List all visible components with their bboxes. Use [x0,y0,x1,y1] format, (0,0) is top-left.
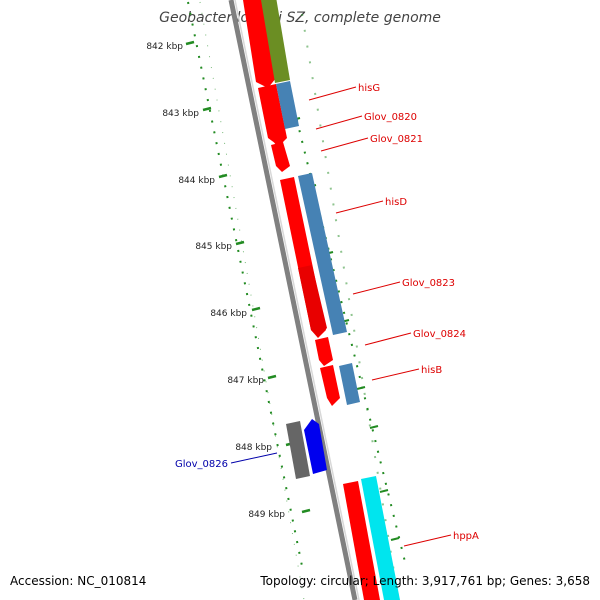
tick-847 [267,374,277,380]
other-tracks [261,0,400,600]
gene-label-hppA[interactable]: hppA [453,531,479,542]
gene-labels: hisG Glov_0820 Glov_0821 hisD Glov_0823 … [175,83,479,542]
gene-glov0826-feature[interactable] [304,419,327,474]
tick-844 [218,173,228,179]
tick-label: 846 kbp [210,309,247,319]
tick-843 [202,106,212,112]
tick-label: 843 kbp [162,109,199,119]
tick-label: 844 kbp [178,176,215,186]
blast-feature [276,81,299,129]
cyan-feature [361,476,400,600]
gene-glov0824-feature[interactable] [315,337,333,366]
olive-feature [261,0,290,83]
map-title: Geobacter lovleyi SZ, complete genome [159,10,441,26]
tick-label: 848 kbp [235,443,272,453]
gene-label-glov0820[interactable]: Glov_0820 [364,112,417,123]
guide-tracks [187,1,407,600]
gene-glov0823-feature[interactable] [298,265,327,337]
tick-labels: 842 kbp 843 kbp 844 kbp 845 kbp 846 kbp … [146,42,285,520]
tick-label: 847 kbp [227,376,264,386]
gene-label-hisB[interactable]: hisB [421,365,442,376]
gene-hisG-feature[interactable] [243,0,276,88]
pseudo-gene-feature [286,421,310,479]
outer-tick [356,386,366,390]
tick-845 [235,240,245,246]
leader-glov0821 [320,137,369,152]
gene-label-glov0821[interactable]: Glov_0821 [370,134,423,145]
tick-846 [251,306,261,312]
leader-glov0823 [352,281,401,295]
backbone [228,0,360,600]
leader-hisD [335,200,384,214]
leader-hisG [308,86,357,101]
gene-hisB-feature[interactable] [320,365,340,406]
gene-glov0821a-feature[interactable] [268,131,284,145]
gene-label-glov0826[interactable]: Glov_0826 [175,459,228,470]
tick-label: 845 kbp [195,242,232,252]
leader-lines [230,86,452,547]
forward-genes [243,0,380,600]
gene-hppA-feature[interactable] [343,481,380,600]
blast-feature [298,173,347,335]
leader-glov0824 [364,332,412,346]
backbone-line [228,0,358,600]
tick-849 [301,508,311,514]
topology-label: Topology: circular; Length: 3,917,761 bp… [260,574,590,588]
outer-tick [379,489,389,493]
tick-842 [185,40,195,46]
gene-label-glov0823[interactable]: Glov_0823 [402,278,455,289]
gene-label-glov0824[interactable]: Glov_0824 [413,329,466,340]
leader-hisB [371,368,420,381]
leader-glov0820 [315,115,363,130]
leader-hppA [403,534,452,547]
tick-label: 849 kbp [248,510,285,520]
gene-glov0820-feature[interactable] [258,84,287,146]
gene-label-hisD[interactable]: hisD [385,197,407,208]
leader-glov0826 [230,452,278,464]
gene-glov0821b-feature[interactable] [271,142,290,172]
outer-tick [390,537,400,541]
accession-label: Accession: NC_010814 [10,574,147,588]
tick-label: 842 kbp [146,42,183,52]
backbone-highlight [234,0,360,600]
tick-track [187,1,303,567]
outer-tick [369,425,379,429]
blast-feature [339,363,360,405]
gene-label-hisG[interactable]: hisG [358,83,380,94]
